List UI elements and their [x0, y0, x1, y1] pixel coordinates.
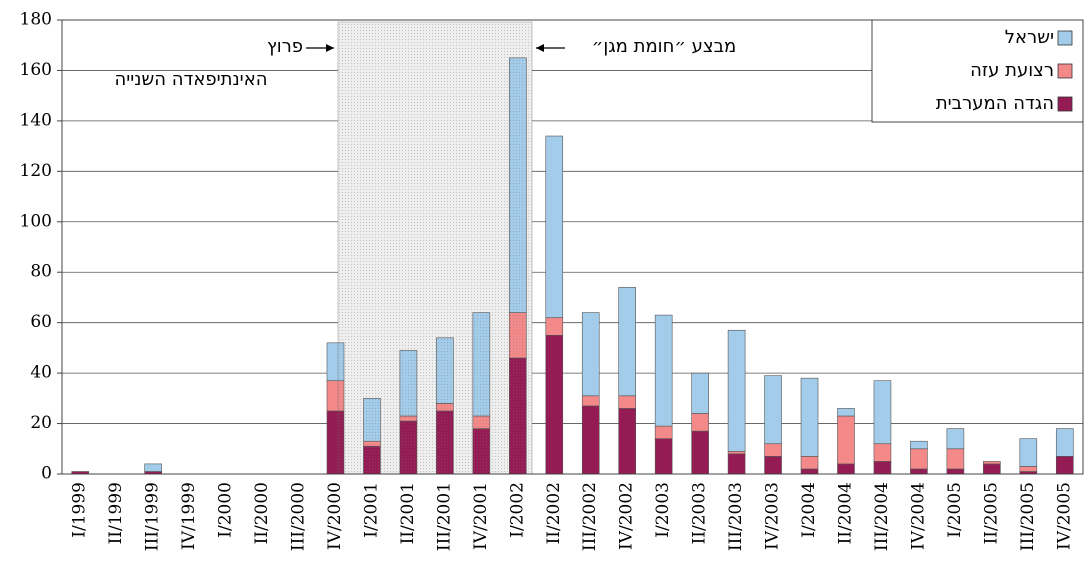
bar-segment [873, 380, 892, 445]
legend-box [871, 19, 1084, 123]
bar-segment [691, 413, 709, 432]
bar-segment [910, 468, 928, 475]
bar-segment [800, 377, 819, 457]
x-tick-label: II/2000 [252, 482, 272, 544]
bar-segment [654, 425, 673, 439]
x-tick-label: III/2003 [726, 482, 746, 551]
x-tick-label: I/1999 [70, 482, 90, 538]
x-tick-label: I/2005 [945, 482, 965, 538]
x-tick-label: III/2005 [1018, 482, 1038, 551]
bar-segment [581, 395, 600, 407]
bar-segment [691, 430, 709, 475]
x-tick-label: IV/2001 [471, 482, 491, 550]
x-tick-label: I/2001 [361, 482, 381, 538]
x-tick-label: IV/2004 [908, 482, 928, 550]
bar-segment [764, 375, 782, 445]
bar-segment [837, 463, 855, 475]
annotation: פרוץ [267, 36, 303, 57]
y-tick-label: 100 [20, 211, 52, 231]
bar-segment [837, 415, 855, 465]
bar-segment [727, 450, 746, 455]
bar-segment [618, 287, 636, 397]
bar-segment [837, 408, 855, 417]
bar-segment [691, 372, 709, 414]
x-tick-label: I/2000 [216, 482, 236, 538]
legend-label: רצועת עזה [970, 60, 1054, 81]
y-tick-label: 0 [41, 464, 52, 484]
bar-segment [764, 443, 782, 457]
bar-segment [910, 448, 928, 470]
bar-segment [144, 463, 162, 472]
bar-segment [654, 438, 673, 475]
x-tick-label: II/2003 [690, 482, 710, 544]
x-tick-label: III/2004 [872, 482, 892, 551]
bar-segment [618, 408, 636, 475]
bar-segment [727, 329, 746, 452]
x-tick-label: II/2004 [835, 482, 855, 544]
x-tick-label: III/2000 [289, 482, 309, 551]
y-tick-label: 140 [20, 110, 52, 130]
x-tick-label: IV/2000 [325, 482, 345, 550]
annotation: האינתיפאדה השנייה [115, 69, 268, 90]
bar-segment [946, 468, 965, 475]
shaded-period-pattern [337, 21, 533, 475]
y-tick-label: 180 [20, 10, 52, 30]
bar-segment [1019, 466, 1038, 472]
annotation: מבצע ״חומת מגן״ [592, 36, 737, 57]
y-tick-label: 60 [30, 312, 52, 332]
arrow-head [536, 44, 544, 52]
bar-segment [983, 463, 1001, 475]
legend-swatch [1057, 30, 1073, 46]
bar-segment [946, 428, 965, 450]
x-tick-label: II/1999 [106, 482, 126, 544]
y-tick-label: 120 [20, 161, 52, 181]
x-tick-label: II/2005 [981, 482, 1001, 544]
x-tick-label: II/2002 [544, 482, 564, 544]
arrow-head [326, 44, 334, 52]
bar-segment [1055, 428, 1074, 457]
x-tick-label: IV/2005 [1054, 482, 1074, 550]
bar-segment [581, 312, 600, 397]
bar-segment [545, 135, 564, 318]
bar-segment [581, 405, 600, 475]
bar-segment [654, 314, 673, 427]
y-tick-label: 20 [30, 413, 52, 433]
y-tick-label: 40 [30, 363, 52, 383]
x-tick-label: I/2004 [799, 482, 819, 538]
bar-segment [873, 443, 892, 462]
bar-segment [545, 334, 564, 475]
y-tick-label: 160 [20, 60, 52, 80]
bar-segment [873, 461, 892, 475]
bar-segment [946, 448, 965, 470]
x-tick-label: III/2002 [580, 482, 600, 551]
bar-segment [618, 395, 636, 409]
bar-segment [1019, 438, 1038, 467]
legend-swatch [1057, 96, 1073, 112]
bar-segment [800, 468, 819, 475]
bar-segment [727, 453, 746, 475]
plot-frame [61, 19, 1084, 475]
x-tick-label: II/2001 [398, 482, 418, 544]
x-tick-label: IV/1999 [179, 482, 199, 550]
legend-swatch [1057, 63, 1073, 79]
bar-segment [1055, 456, 1074, 475]
x-tick-label: I/2003 [653, 482, 673, 538]
bar-segment [764, 456, 782, 475]
bar-segment [910, 440, 928, 450]
x-tick-label: III/1999 [143, 482, 163, 551]
legend-label: ישראל [1005, 27, 1054, 48]
x-tick-label: IV/2002 [617, 482, 637, 550]
x-tick-label: I/2002 [507, 482, 527, 538]
x-tick-label: IV/2003 [763, 482, 783, 550]
y-tick-label: 80 [30, 262, 52, 282]
bar-segment [545, 317, 564, 336]
x-tick-label: III/2001 [434, 482, 454, 551]
bar-segment [800, 456, 819, 470]
bar-segment [983, 461, 1001, 465]
legend-label: הגדה המערבית [936, 93, 1054, 114]
